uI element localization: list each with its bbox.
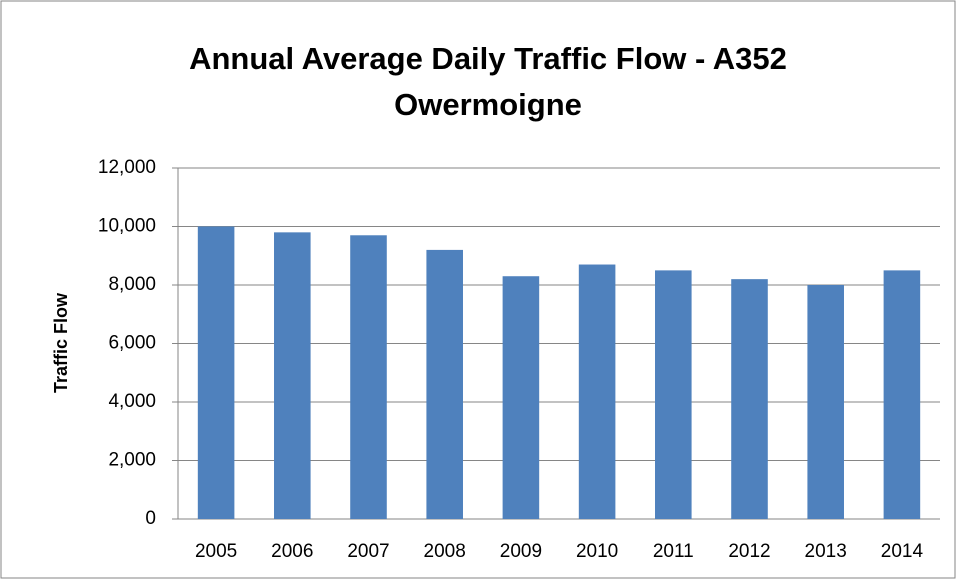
bar: [502, 276, 540, 519]
x-tick-label: 2005: [195, 541, 237, 562]
x-tick-label: 2012: [728, 541, 770, 562]
y-tick-label: 6,000: [108, 333, 156, 354]
x-tick-label: 2009: [500, 541, 542, 562]
y-tick-label: 2,000: [108, 450, 156, 471]
bar: [426, 249, 463, 519]
x-tick-label: 2007: [347, 541, 389, 562]
chart-title: Annual Average Daily Traffic Flow - A352…: [189, 41, 787, 122]
bar: [655, 270, 692, 519]
x-tick-label: 2008: [424, 541, 466, 562]
x-tick-label: 2013: [805, 541, 847, 562]
y-tick-label: 10,000: [98, 216, 156, 237]
x-tick-label: 2006: [271, 541, 313, 562]
bar: [350, 235, 387, 519]
bar: [883, 270, 921, 519]
y-axis-label: Traffic Flow: [51, 292, 71, 393]
x-tick-label: 2011: [653, 541, 694, 562]
x-tick-label: 2014: [881, 541, 924, 562]
bar: [274, 232, 311, 519]
bar: [197, 226, 235, 519]
y-tick-label: 4,000: [108, 391, 156, 412]
y-tick-label: 12,000: [98, 157, 156, 178]
bar: [807, 285, 844, 519]
bar: [731, 279, 768, 519]
y-tick-label: 8,000: [108, 274, 156, 295]
y-tick-label: 0: [145, 508, 156, 529]
x-tick-label: 2010: [576, 541, 618, 562]
bar: [578, 264, 616, 519]
